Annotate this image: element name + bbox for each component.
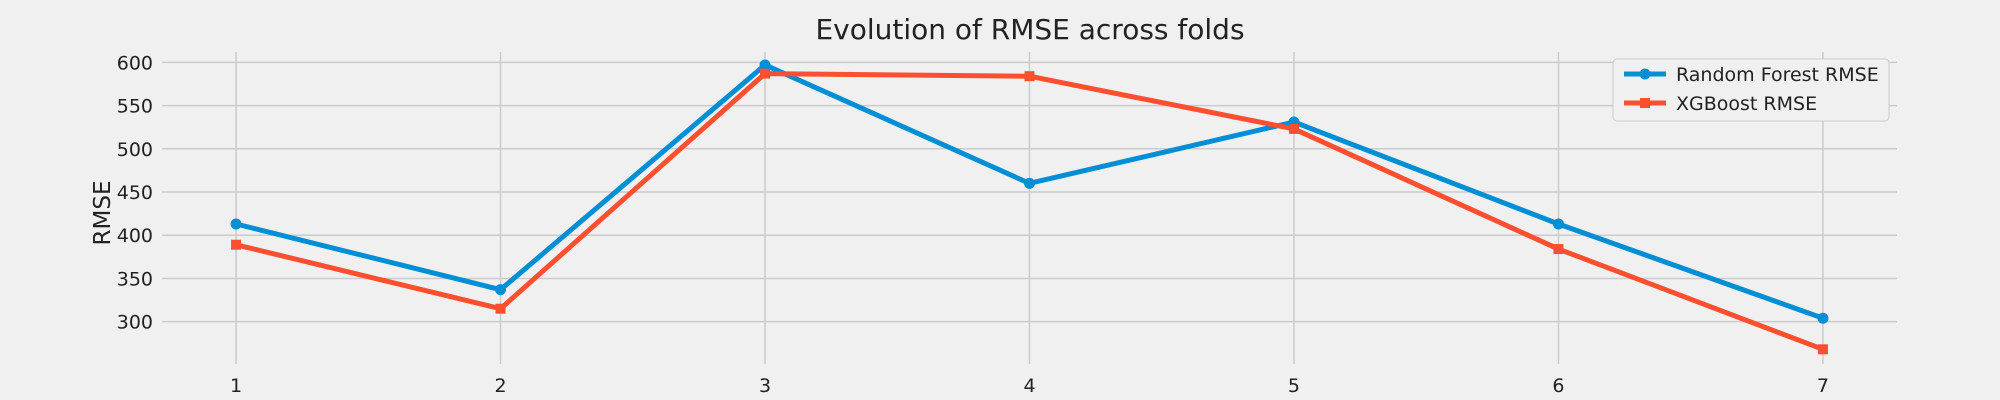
- data-point: [495, 303, 506, 314]
- x-tick-label: 4: [1023, 375, 1035, 397]
- legend-item: Random Forest RMSE: [1624, 64, 1879, 86]
- x-tick-label: 1: [230, 375, 242, 397]
- data-point: [1288, 123, 1299, 134]
- x-tick-label: 3: [759, 375, 771, 397]
- chart-title: Evolution of RMSE across folds: [815, 13, 1244, 46]
- y-tick-label: 300: [117, 312, 153, 334]
- data-point: [759, 59, 771, 71]
- y-tick-label: 350: [117, 268, 153, 290]
- series-1: [231, 68, 1828, 355]
- legend-frame: [1612, 58, 1890, 122]
- series-lines: [230, 59, 1829, 355]
- y-tick-label: 400: [117, 225, 153, 247]
- legend-swatch-marker: [1640, 98, 1650, 108]
- tick-labels: 300 350 400 450 500 550 600 1 2 3 4 5 6 7: [117, 52, 1829, 397]
- data-point: [1817, 344, 1828, 355]
- y-tick-label: 500: [117, 139, 153, 161]
- data-point: [230, 218, 242, 230]
- legend-label: Random Forest RMSE: [1676, 64, 1879, 86]
- data-point: [1024, 177, 1035, 189]
- legend-label: XGBoost RMSE: [1676, 93, 1817, 115]
- x-tick-label: 5: [1288, 375, 1300, 397]
- x-tick-label: 6: [1552, 375, 1564, 397]
- data-point: [1817, 312, 1829, 324]
- data-point: [760, 68, 771, 79]
- data-point: [1553, 244, 1564, 255]
- x-tick-label: 2: [494, 375, 506, 397]
- y-tick-label: 450: [117, 182, 153, 204]
- x-tick-label: 7: [1817, 375, 1829, 397]
- data-point: [495, 284, 507, 296]
- legend-swatch-marker: [1639, 68, 1651, 80]
- data-point: [1552, 218, 1564, 230]
- data-point: [1024, 71, 1035, 82]
- y-tick-label: 550: [117, 96, 153, 118]
- y-tick-label: 600: [117, 52, 153, 74]
- y-axis-label: RMSE: [90, 181, 116, 246]
- legend: Random Forest RMSE XGBoost RMSE: [1612, 58, 1890, 122]
- legend-item: XGBoost RMSE: [1624, 93, 1817, 115]
- data-point: [231, 239, 242, 250]
